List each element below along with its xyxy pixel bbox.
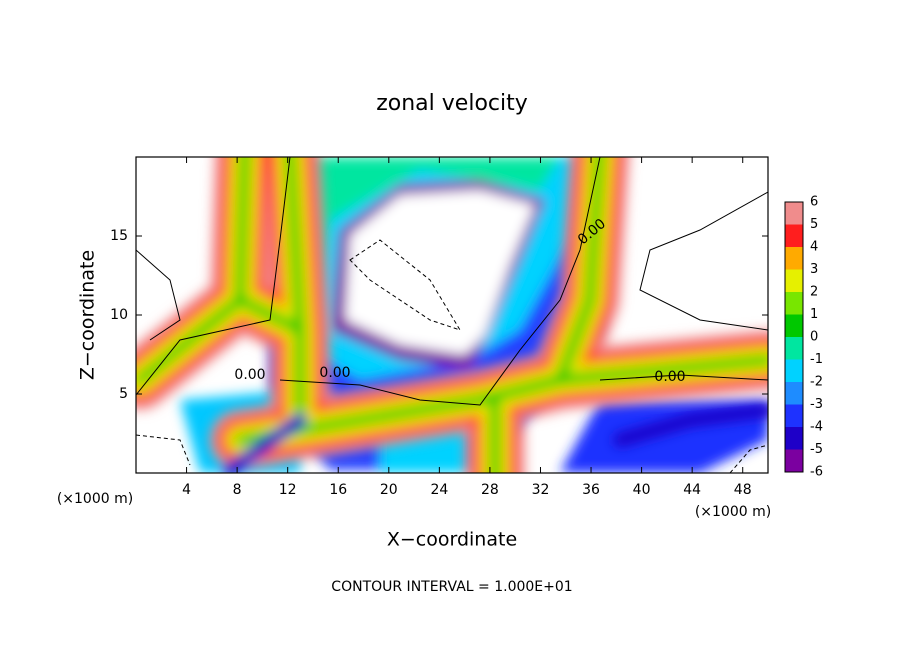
- x-tick-label: 16: [329, 482, 347, 498]
- colorbar-label: 3: [810, 262, 818, 277]
- colorbar-label: 5: [810, 217, 818, 232]
- x-tick-label: 20: [380, 482, 398, 498]
- colorbar-label: -1: [810, 352, 823, 367]
- colorbar-label: 4: [810, 240, 818, 255]
- colorbar-band: [785, 427, 803, 450]
- colorbar-label: -2: [810, 375, 823, 390]
- y-tick-label: 5: [119, 386, 128, 402]
- colorbar-band: [785, 314, 803, 337]
- x-tick-label: 28: [481, 482, 499, 498]
- field-bands: [136, 157, 768, 473]
- colorbar-band: [785, 269, 803, 292]
- contour-label: 0.00: [234, 367, 265, 383]
- colorbar-label: 0: [810, 330, 818, 345]
- colorbar-label: 6: [810, 195, 818, 210]
- colorbar-label: -5: [810, 442, 823, 457]
- x-unit-label: (×1000 m): [57, 491, 133, 507]
- colorbar-label: -4: [810, 420, 823, 435]
- y-tick-label: 10: [110, 307, 128, 323]
- x-tick-label: 44: [683, 482, 701, 498]
- y-axis-label: Z−coordinate: [77, 250, 99, 380]
- colorbar-band: [785, 337, 803, 360]
- y-tick-label: 15: [110, 228, 128, 244]
- colorbar-band: [785, 247, 803, 270]
- x-tick-label: 8: [233, 482, 242, 498]
- footnote: CONTOUR INTERVAL = 1.000E+01: [331, 579, 572, 595]
- x-unit-label: (×1000 m): [695, 504, 771, 520]
- x-tick-label: 48: [734, 482, 752, 498]
- x-tick-label: 12: [279, 482, 297, 498]
- colorbar-band: [785, 382, 803, 405]
- contour-label: 0.00: [654, 369, 685, 385]
- chart-title: zonal velocity: [376, 91, 528, 116]
- colorbar-band: [785, 292, 803, 315]
- colorbar-band: [785, 224, 803, 247]
- colorbar-band: [785, 202, 803, 225]
- x-axis-label: X−coordinate: [387, 529, 517, 551]
- field: [136, 157, 768, 473]
- colorbar-label: -6: [810, 465, 823, 480]
- colorbar-label: 2: [810, 285, 818, 300]
- colorbar-band: [785, 359, 803, 382]
- colorbar-band: [785, 449, 803, 472]
- x-tick-label: 4: [182, 482, 191, 498]
- colorbar-label: -3: [810, 397, 823, 412]
- colorbar-label: 1: [810, 307, 818, 322]
- x-tick-label: 40: [633, 482, 651, 498]
- colorbar-band: [785, 404, 803, 427]
- contour-label: 0.00: [319, 365, 350, 381]
- contour-lines: [136, 157, 768, 473]
- x-tick-label: 32: [532, 482, 550, 498]
- x-tick-label: 24: [430, 482, 448, 498]
- colorbar-frame: [784, 201, 804, 473]
- x-tick-label: 36: [582, 482, 600, 498]
